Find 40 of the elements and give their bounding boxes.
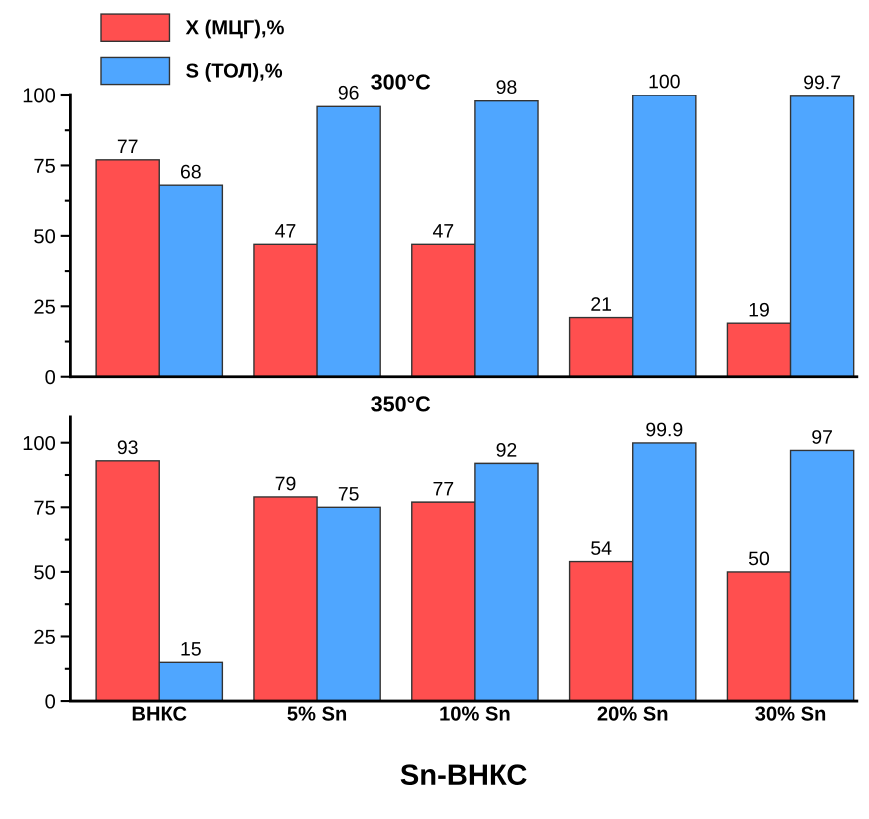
data-label: 47 <box>275 224 296 238</box>
data-label: 79 <box>276 476 296 490</box>
data-label: 54 <box>591 541 612 555</box>
data-label: 47 <box>432 224 454 238</box>
legend-label: S (ТОЛ),% <box>186 62 282 82</box>
x-tick-label: ВНКС <box>132 706 187 721</box>
data-label: 97 <box>812 430 832 444</box>
x-tick-label: 5% Sn <box>287 706 346 721</box>
y-tick-label: 75 <box>34 158 55 173</box>
y-tick-label: 50 <box>34 229 56 244</box>
data-label: 98 <box>496 80 516 94</box>
y-tick-label: 100 <box>24 88 56 102</box>
y-tick-label: 0 <box>45 370 56 384</box>
y-tick-label: 0 <box>45 694 56 709</box>
chart-title: 350°C <box>371 396 430 412</box>
data-label: 93 <box>118 440 138 454</box>
data-label: 100 <box>650 74 680 88</box>
x-tick-label: 10% Sn <box>440 706 510 721</box>
data-label: 96 <box>338 86 359 100</box>
x-axis-title: Sn-ВНКС <box>400 764 527 786</box>
data-label: 68 <box>180 164 201 179</box>
data-label: 99.7 <box>804 75 840 90</box>
chart-title: 300°C <box>371 74 430 90</box>
data-label: 50 <box>748 551 770 566</box>
y-tick-label: 25 <box>34 300 55 314</box>
data-label: 15 <box>181 642 201 656</box>
y-tick-label: 25 <box>34 630 55 644</box>
data-label: 77 <box>118 140 138 153</box>
y-tick-label: 50 <box>34 565 56 580</box>
data-label: 77 <box>434 482 454 496</box>
data-label: 75 <box>338 487 359 501</box>
data-label: 99.9 <box>646 422 682 436</box>
x-tick-label: 20% Sn <box>598 706 668 721</box>
y-tick-label: 75 <box>34 500 55 515</box>
y-tick-label: 100 <box>24 436 56 450</box>
data-label: 19 <box>750 302 769 317</box>
x-tick-label: 30% Sn <box>755 706 826 721</box>
data-label: 21 <box>591 297 612 311</box>
legend-label: X (МЦГ),% <box>186 20 284 38</box>
data-label: 92 <box>496 442 516 457</box>
